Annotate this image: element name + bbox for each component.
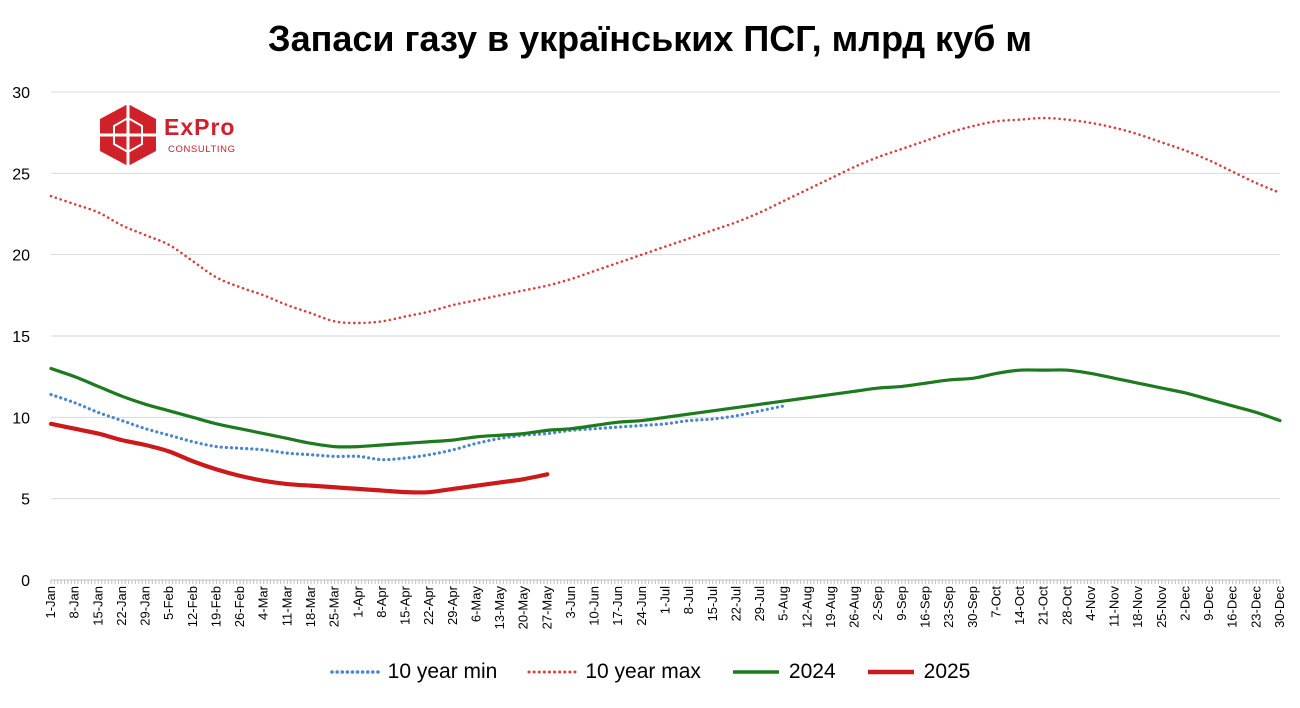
legend-label: 10 year min bbox=[387, 660, 498, 683]
x-tick-label: 11-Mar bbox=[279, 585, 294, 626]
x-tick-label: 19-Feb bbox=[208, 586, 223, 627]
y-tick-label: 5 bbox=[21, 492, 30, 509]
x-tick-label: 8-Apr bbox=[374, 585, 389, 617]
x-tick-label: 26-Aug bbox=[847, 586, 862, 628]
x-tick-label: 7-Oct bbox=[988, 586, 1003, 618]
legend-swatch bbox=[732, 670, 779, 674]
x-tick-label: 12-Aug bbox=[799, 586, 814, 628]
x-tick-label: 26-Feb bbox=[232, 586, 247, 627]
logo-subtitle: CONSULTING bbox=[168, 144, 236, 155]
x-tick-label: 28-Oct bbox=[1059, 586, 1074, 625]
x-tick-label: 10-Jun bbox=[587, 586, 602, 626]
legend-label: 10 year max bbox=[585, 660, 701, 683]
x-tick-label: 17-Jun bbox=[610, 586, 625, 626]
x-tick-label: 8-Jan bbox=[67, 586, 82, 619]
x-tick-label: 8-Jul bbox=[681, 586, 696, 614]
y-tick-label: 30 bbox=[12, 85, 30, 102]
series-line-2024 bbox=[49, 366, 1282, 449]
x-tick-label: 1-Jul bbox=[658, 586, 673, 614]
x-tick-label: 5-Aug bbox=[776, 586, 791, 621]
series-lines bbox=[48, 116, 1282, 495]
x-tick-label: 27-May bbox=[539, 586, 554, 630]
company-logo: ExPro CONSULTING bbox=[98, 102, 288, 168]
x-tick-label: 11-Nov bbox=[1107, 586, 1122, 627]
legend-item-2024: 2024 bbox=[731, 660, 836, 684]
x-tick-label: 15-Jan bbox=[90, 586, 105, 626]
x-tick-label: 30-Sep bbox=[965, 586, 980, 628]
chart-title: Запаси газу в українських ПСГ, млрд куб … bbox=[268, 18, 1032, 59]
legend-label: 2025 bbox=[923, 660, 971, 683]
y-tick-label: 25 bbox=[12, 166, 30, 183]
x-tick-label: 1-Jan bbox=[43, 586, 58, 619]
x-tick-label: 1-Apr bbox=[350, 585, 365, 617]
x-tick-label: 14-Oct bbox=[1012, 586, 1027, 625]
x-tick-label: 25-Mar bbox=[327, 585, 342, 627]
x-tick-label: 29-Apr bbox=[445, 585, 460, 625]
x-tick-label: 23-Dec bbox=[1248, 586, 1263, 628]
x-tick-label: 13-May bbox=[492, 586, 507, 630]
legend-swatch bbox=[329, 670, 380, 674]
legend-swatch bbox=[527, 670, 577, 674]
x-tick-label: 18-Nov bbox=[1130, 586, 1145, 628]
x-tick-label: 4-Nov bbox=[1083, 586, 1098, 621]
x-tick-label: 2-Dec bbox=[1177, 586, 1192, 621]
y-tick-label: 10 bbox=[12, 410, 30, 427]
series-line-10-year-max bbox=[49, 116, 1282, 325]
x-tick-label: 2-Sep bbox=[870, 586, 885, 621]
x-tick-label: 29-Jul bbox=[752, 586, 767, 622]
x-tick-label: 22-Jan bbox=[114, 586, 129, 626]
x-tick-label: 22-Apr bbox=[421, 585, 436, 625]
x-tick-label: 12-Feb bbox=[185, 586, 200, 627]
x-axis: 1-Jan 8-Jan 15-Jan 22-Jan 29-Jan 5-Feb 12-Feb 1… bbox=[43, 579, 1287, 630]
x-tick-label: 6-May bbox=[468, 586, 483, 623]
x-tick-label: 16-Dec bbox=[1225, 586, 1240, 628]
series-line-2025 bbox=[48, 421, 550, 495]
x-tick-label: 15-Jul bbox=[705, 586, 720, 622]
series-line-10-year-min bbox=[49, 392, 786, 462]
x-tick-label: 9-Dec bbox=[1201, 586, 1216, 621]
logo-hexagon-icon bbox=[100, 104, 156, 166]
x-tick-label: 21-Oct bbox=[1036, 586, 1051, 625]
x-tick-label: 30-Dec bbox=[1272, 586, 1287, 628]
x-tick-label: 18-Mar bbox=[303, 585, 318, 627]
x-tick-label: 29-Jan bbox=[138, 586, 153, 626]
logo-wordmark: ExPro bbox=[164, 114, 236, 140]
chart-legend: 10 year min 10 year max 2024 2025 bbox=[0, 660, 1300, 684]
legend-item-2025: 2025 bbox=[866, 660, 971, 684]
x-tick-label: 16-Sep bbox=[917, 586, 932, 628]
x-tick-label: 20-May bbox=[516, 586, 531, 630]
y-axis: 0 5 10 15 20 25 30 bbox=[12, 85, 30, 590]
x-tick-label: 3-Jun bbox=[563, 586, 578, 619]
x-tick-label: 5-Feb bbox=[161, 586, 176, 620]
x-tick-label: 9-Sep bbox=[894, 586, 909, 621]
legend-label: 2024 bbox=[788, 660, 836, 683]
y-tick-label: 0 bbox=[21, 573, 30, 590]
legend-item-10-year-max: 10 year max bbox=[527, 660, 701, 684]
x-tick-label: 4-Mar bbox=[256, 585, 271, 620]
x-tick-label: 25-Nov bbox=[1154, 586, 1169, 628]
x-tick-label: 22-Jul bbox=[728, 586, 743, 622]
y-tick-label: 20 bbox=[12, 248, 30, 265]
x-tick-label: 24-Jun bbox=[634, 586, 649, 626]
x-tick-label: 19-Aug bbox=[823, 586, 838, 628]
y-tick-label: 15 bbox=[12, 329, 30, 346]
x-tick-label: 15-Apr bbox=[398, 585, 413, 625]
x-tick-label: 23-Sep bbox=[941, 586, 956, 628]
legend-item-10-year-min: 10 year min bbox=[329, 660, 498, 684]
legend-swatch bbox=[867, 669, 914, 675]
